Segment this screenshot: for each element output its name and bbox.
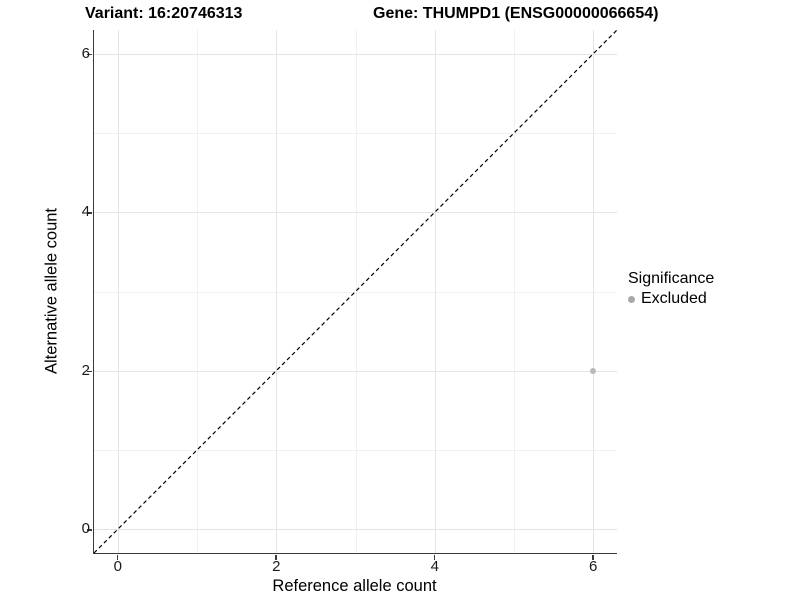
legend-title: Significance (628, 270, 715, 287)
y-minor-gridline (94, 133, 617, 134)
x-axis-tick (592, 555, 594, 560)
x-axis-tick (433, 555, 436, 560)
y-axis-title: Alternative allele count (42, 207, 61, 375)
y-major-gridline (94, 370, 617, 372)
x-axis-title: Reference allele count (272, 577, 437, 595)
variant-title: Variant: 16:20746313 (85, 5, 243, 22)
x-axis-tick (116, 555, 119, 560)
x-axis-tick (275, 555, 277, 560)
x-tick-label: 2 (272, 558, 281, 575)
x-tick-label: 4 (430, 558, 439, 575)
x-tick-label: 0 (113, 558, 122, 575)
y-tick-label: 4 (81, 203, 90, 221)
y-axis-tick (87, 212, 92, 214)
y-major-gridline (94, 529, 617, 531)
y-tick-label: 2 (81, 361, 90, 379)
legend: Significance Excluded (628, 270, 714, 308)
gene-title: Gene: THUMPD1 (ENSG00000066654) (373, 5, 659, 22)
x-tick-label: 6 (589, 558, 598, 575)
y-tick-label: 0 (81, 520, 90, 538)
x-major-gridline (117, 30, 119, 553)
y-axis-tick (87, 529, 92, 531)
x-major-gridline (276, 30, 278, 553)
plot-panel (93, 29, 618, 554)
y-tick-label: 6 (81, 44, 90, 62)
y-axis-tick (87, 370, 92, 373)
y-minor-gridline (94, 449, 617, 451)
y-major-gridline (94, 53, 617, 55)
y-major-gridline (94, 212, 617, 214)
x-major-gridline (434, 30, 436, 553)
legend-item-excluded: Excluded (628, 290, 714, 308)
identity-line (93, 29, 618, 554)
legend-item-label: Excluded (641, 290, 707, 307)
y-axis-tick (87, 53, 92, 56)
data-point (590, 367, 597, 374)
legend-point-icon (628, 295, 635, 303)
y-minor-gridline (94, 291, 617, 293)
x-major-gridline (593, 30, 595, 553)
